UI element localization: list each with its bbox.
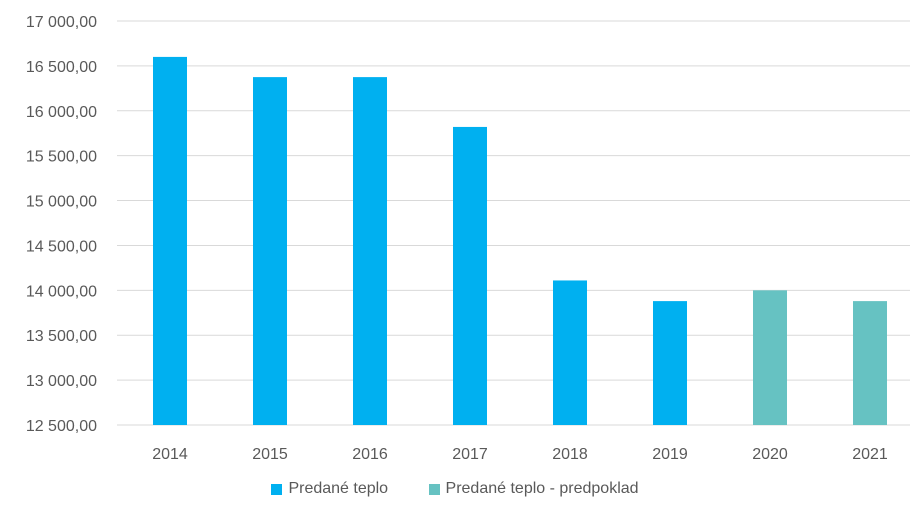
x-axis-ticks: 2014 2015 2016 2017 2018 2019 2020 2021 [152, 446, 888, 463]
bar-2015 [253, 77, 287, 425]
y-tick-label: 12 500,00 [26, 418, 97, 435]
y-tick-label: 16 000,00 [26, 104, 97, 121]
x-tick-label: 2017 [452, 446, 488, 463]
bar-2016 [353, 77, 387, 425]
legend-label-predane-teplo: Predané teplo [288, 480, 389, 497]
y-tick-label: 16 500,00 [26, 59, 97, 76]
x-tick-label: 2018 [552, 446, 588, 463]
y-tick-label: 13 000,00 [26, 373, 97, 390]
y-axis-ticks: 12 500,00 13 000,00 13 500,00 14 000,00 14 5… [26, 14, 97, 435]
y-tick-label: 15 000,00 [26, 194, 97, 211]
x-tick-label: 2019 [652, 446, 688, 463]
x-tick-label: 2014 [152, 446, 188, 463]
bars [153, 56, 887, 426]
y-tick-label: 15 500,00 [26, 149, 97, 166]
legend-label-predpoklad: Predané teplo - predpoklad [445, 480, 639, 497]
x-tick-label: 2015 [252, 446, 288, 463]
legend-swatch-predpoklad [428, 483, 440, 495]
x-tick-label: 2020 [752, 446, 788, 463]
legend: Predané teplo Predané teplo - predpoklad [0, 480, 910, 500]
bar-2020 [753, 290, 787, 425]
bar-2018 [553, 280, 587, 425]
y-tick-label: 14 000,00 [26, 283, 97, 300]
gridlines [117, 20, 910, 426]
bar-2017 [453, 126, 487, 425]
y-tick-label: 13 500,00 [26, 328, 97, 345]
bar-2021 [853, 301, 887, 425]
bar-2019 [653, 301, 687, 425]
legend-item-predpoklad: Predané teplo - predpoklad [428, 480, 639, 498]
legend-swatch-predane-teplo [271, 483, 283, 495]
legend-item-predane-teplo: Predané teplo [271, 480, 388, 498]
y-tick-label: 14 500,00 [26, 238, 97, 255]
y-tick-label: 17 000,00 [26, 14, 97, 31]
x-tick-label: 2016 [352, 446, 388, 463]
x-tick-label: 2021 [852, 446, 888, 463]
bar-2014 [153, 56, 187, 426]
